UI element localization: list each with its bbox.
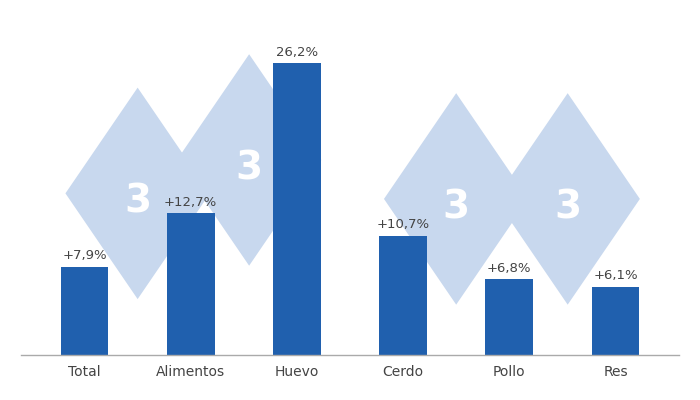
Polygon shape <box>177 54 321 266</box>
Bar <box>273 63 321 355</box>
Text: 3: 3 <box>236 150 262 188</box>
Polygon shape <box>384 93 528 305</box>
Text: 3: 3 <box>554 188 581 226</box>
Text: 3: 3 <box>442 188 470 226</box>
Text: +6,8%: +6,8% <box>487 262 531 275</box>
Bar <box>379 236 427 355</box>
Text: 26,2%: 26,2% <box>276 46 318 59</box>
Polygon shape <box>496 93 640 305</box>
Polygon shape <box>65 88 210 299</box>
Bar <box>167 213 215 355</box>
Bar <box>485 279 533 355</box>
Bar <box>61 267 108 355</box>
Text: +10,7%: +10,7% <box>377 218 430 231</box>
Bar <box>592 287 639 355</box>
Text: +12,7%: +12,7% <box>164 196 218 209</box>
Text: +6,1%: +6,1% <box>593 270 638 282</box>
Text: +7,9%: +7,9% <box>62 249 107 262</box>
Text: 3: 3 <box>124 183 151 221</box>
